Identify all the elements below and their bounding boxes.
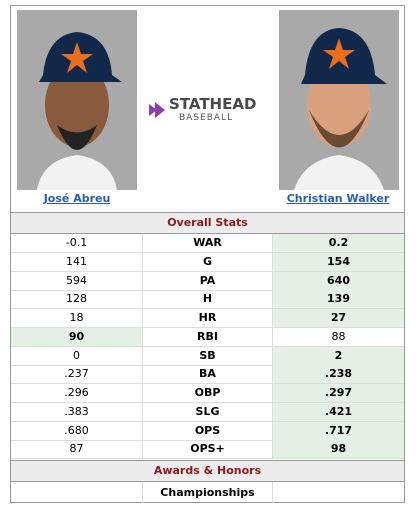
award-value (273, 482, 404, 503)
stat-row: .296 OBP .297 (11, 384, 404, 403)
stat-value: 2 (273, 346, 404, 365)
stat-value: 0 (11, 346, 143, 365)
stat-value: 141 (11, 252, 143, 271)
stat-row: 0 SB 2 (11, 346, 404, 366)
stat-value: 0.2 (273, 234, 404, 252)
stat-name: BA (143, 365, 273, 384)
logo-icon (149, 102, 165, 118)
award-value (11, 482, 143, 503)
stat-row: 90 RBI 88 (11, 327, 404, 347)
comparison-card: STATHEAD BASEBALL José Abreu Christian W… (10, 5, 405, 503)
stat-value: 87 (11, 440, 143, 459)
stat-name: PA (143, 271, 273, 290)
stat-name: OPS (143, 421, 273, 440)
stat-row: .680 OPS .717 (11, 421, 404, 441)
stat-value: .421 (273, 402, 404, 421)
stat-value: 27 (273, 309, 404, 327)
stat-name: WAR (143, 234, 273, 252)
stat-name: G (143, 252, 273, 271)
stat-name: H (143, 290, 273, 309)
stat-value: 98 (273, 440, 404, 459)
stathead-logo: STATHEAD BASEBALL (149, 95, 256, 123)
stat-row: 87 OPS+ 98 (11, 440, 404, 460)
stat-row: -0.1 WAR 0.2 (11, 234, 404, 253)
player-photo (17, 10, 137, 190)
stat-name: OBP (143, 384, 273, 402)
stat-row: 128 H 139 (11, 290, 404, 310)
stat-value: 154 (273, 252, 404, 271)
stat-name: OPS+ (143, 440, 273, 459)
stat-value: .383 (11, 402, 143, 421)
stat-value: 640 (273, 271, 404, 290)
player-name[interactable]: Christian Walker (286, 192, 390, 205)
award-row: Championships (11, 482, 404, 503)
stat-row: 141 G 154 (11, 252, 404, 272)
logo-sport: BASEBALL (179, 113, 233, 123)
stat-value: .680 (11, 421, 143, 440)
player-photo (279, 10, 399, 190)
stat-name: SLG (143, 402, 273, 421)
stat-value: -0.1 (11, 234, 143, 252)
stat-value: 594 (11, 271, 143, 290)
stat-value: .237 (11, 365, 143, 384)
stat-value: .717 (273, 421, 404, 440)
section-header: Overall Stats (11, 212, 404, 234)
stat-value: 139 (273, 290, 404, 309)
stat-row: 18 HR 27 (11, 309, 404, 328)
stat-value: 18 (11, 309, 143, 327)
logo-brand: STATHEAD (169, 95, 256, 113)
stat-name: RBI (143, 327, 273, 346)
player-name[interactable]: José Abreu (43, 192, 111, 205)
stat-row: .383 SLG .421 (11, 402, 404, 422)
stat-value: .296 (11, 384, 143, 402)
section-header: Awards & Honors (11, 460, 404, 482)
stat-value: 88 (331, 329, 346, 343)
stat-row: .237 BA .238 (11, 365, 404, 385)
header: STATHEAD BASEBALL José Abreu Christian W… (11, 6, 404, 211)
stat-value: 90 (11, 327, 143, 346)
stat-name: SB (143, 346, 273, 365)
stat-name: HR (143, 309, 273, 327)
stat-value: .297 (273, 384, 404, 402)
stat-value: 128 (11, 290, 143, 309)
stat-value: .238 (273, 365, 404, 384)
award-name: Championships (143, 482, 273, 503)
stat-row: 594 PA 640 (11, 271, 404, 291)
